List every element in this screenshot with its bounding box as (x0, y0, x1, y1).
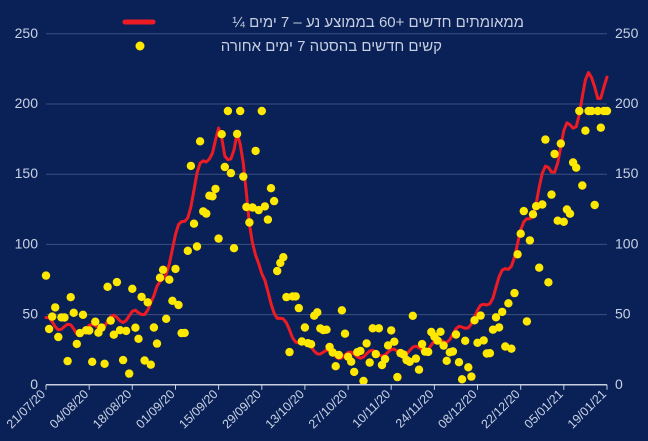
svg-text:קשים חדשים בהסטה 7 ימים אחורה: קשים חדשים בהסטה 7 ימים אחורה (221, 38, 442, 55)
svg-text:250: 250 (615, 25, 639, 41)
svg-text:100: 100 (615, 235, 639, 251)
svg-text:¼ ממאומתים חדשים +60 בממוצע נע: ¼ ממאומתים חדשים +60 בממוצע נע – 7 ימים (232, 14, 524, 31)
svg-text:200: 200 (15, 95, 39, 111)
svg-text:150: 150 (615, 165, 639, 181)
svg-text:250: 250 (15, 25, 39, 41)
svg-text:0: 0 (615, 376, 623, 392)
svg-text:200: 200 (615, 95, 639, 111)
svg-text:50: 50 (615, 306, 631, 322)
svg-text:150: 150 (15, 165, 39, 181)
svg-text:100: 100 (15, 235, 39, 251)
svg-text:50: 50 (22, 306, 38, 322)
